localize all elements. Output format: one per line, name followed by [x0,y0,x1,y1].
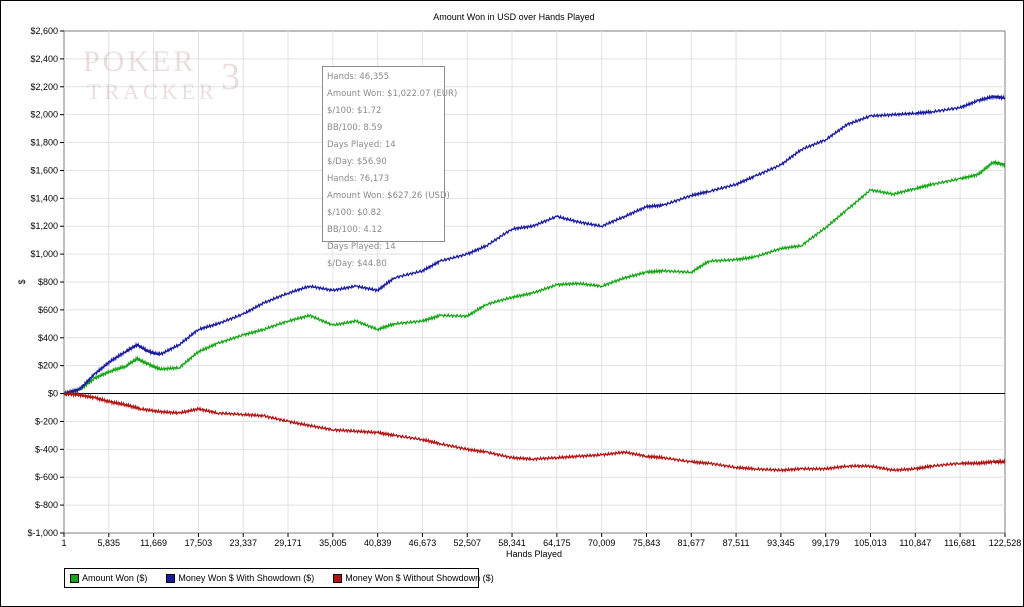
legend-item: Amount Won ($) [70,573,147,583]
y-tick-label: $1,800 [30,138,58,148]
legend-swatch [70,573,79,583]
y-axis-title: $ [17,279,27,284]
tooltip-line: $/100: $0.82 [327,208,382,218]
y-tick-label: $2,400 [30,54,58,64]
chart-legend: Amount Won ($) Money Won $ With Showdown … [64,568,494,588]
tooltip-line: Amount Won: $627.26 (USD) [327,191,450,201]
series-line-1 [63,159,1006,397]
watermark-line2: TRACKER [87,79,218,104]
x-tick-label: 75,843 [633,538,661,548]
y-tick-label: $1,600 [30,165,58,175]
chart-title: Amount Won in USD over Hands Played [433,12,594,22]
legend-label: Money Won $ Without Showdown ($) [345,573,494,583]
x-axis-title: Hands Played [506,549,562,559]
tooltip-line: Hands: 46,355 [327,72,390,82]
x-tick-label: 23,337 [229,538,257,548]
tooltip-line: $/Day: $44.80 [327,259,387,269]
x-tick-label: 58,341 [498,538,526,548]
y-tick-label: $800 [38,277,58,287]
x-tick-label: 11,669 [140,538,167,548]
y-axis-ticks: $-1,000 $-800 $-600 $-400 $-200 $0 $200 $400 $60… [27,26,64,538]
y-tick-label: $0 [48,389,58,399]
legend-label: Amount Won ($) [82,573,148,583]
legend-swatch [333,573,343,583]
grid-lines [64,31,1005,533]
series-line-3 [63,390,1006,473]
legend-label: Money Won $ With Showdown ($) [178,573,315,583]
x-tick-label: 116,681 [944,538,976,548]
stats-tooltip: Hands: 46,355 Amount Won: $1,022.07 (EUR)… [322,66,458,269]
x-tick-label: 87,511 [723,538,750,548]
x-tick-label: 5,835 [98,538,121,548]
y-tick-label: $1,400 [30,193,58,203]
y-tick-label: $2,000 [30,110,58,120]
tooltip-line: Amount Won: $1,022.07 (EUR) [327,89,458,99]
series-lines [63,94,1006,473]
y-tick-label: $2,200 [30,82,58,92]
tooltip-line: Days Played: 14 [327,242,396,252]
y-tick-label: $-800 [35,500,58,510]
x-tick-label: 99,179 [812,538,840,548]
tooltip-line: BB/100: 8.59 [327,123,383,133]
y-tick-label: $-200 [35,416,58,426]
pokertracker-watermark: POKER TRACKER 3 [83,45,240,104]
y-tick-label: $400 [38,333,58,343]
y-tick-label: $-600 [35,472,58,482]
y-tick-label: $-400 [35,444,58,454]
tooltip-line: $/100: $1.72 [327,106,382,116]
y-tick-label: $2,600 [30,26,58,36]
tooltip-line: Days Played: 14 [327,140,396,150]
x-tick-label: 17,503 [185,538,213,548]
legend-swatch [166,573,176,583]
x-tick-label: 70,009 [588,538,616,548]
x-axis-ticks: 1 5,835 11,669 17,503 23,337 29,171 35,005 40,8… [61,533,1021,548]
x-tick-label: 105,013 [854,538,887,548]
x-tick-label: 46,673 [409,538,437,548]
x-tick-label: 35,005 [319,538,347,548]
tooltip-line: $/Day: $56.90 [327,157,387,167]
x-tick-label: 64,175 [543,538,571,548]
x-tick-label: 52,507 [453,538,481,548]
x-tick-label: 110,847 [899,538,931,548]
x-tick-label: 1 [61,538,66,548]
x-tick-label: 40,839 [364,538,392,548]
y-tick-label: $1,200 [30,221,58,231]
tooltip-line: BB/100: 4.12 [327,225,383,235]
y-tick-label: $1,000 [30,249,58,259]
tooltip-line: Hands: 76,173 [327,174,390,184]
series-line-2 [63,94,1006,396]
x-tick-label: 81,677 [678,538,706,548]
y-tick-label: $600 [38,305,58,315]
watermark-line1: POKER [83,45,196,78]
legend-item: Money Won $ With Showdown ($) [166,573,314,583]
x-tick-label: 29,171 [274,538,302,548]
x-tick-label: 93,345 [767,538,795,548]
x-tick-label: 122,528 [989,538,1022,548]
legend-item: Money Won $ Without Showdown ($) [333,573,494,583]
y-tick-label: $200 [38,361,58,371]
watermark-number: 3 [221,56,240,98]
y-tick-label: $-1,000 [27,528,58,538]
